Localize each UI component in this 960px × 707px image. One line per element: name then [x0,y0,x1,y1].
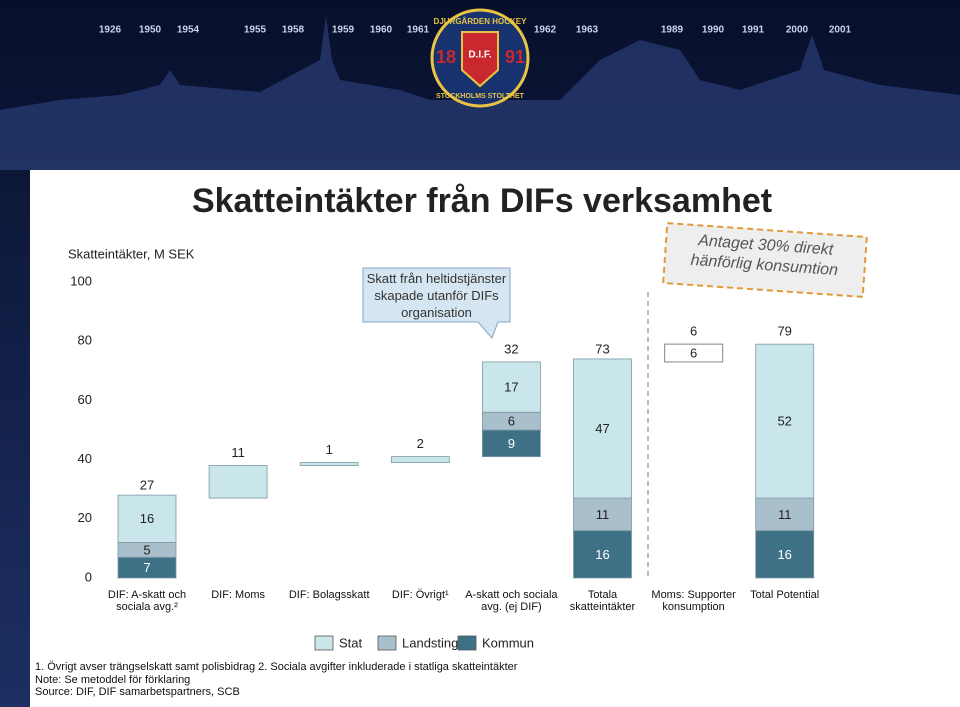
logo-shield [461,31,499,88]
category-label: DIF: Bolagsskatt [288,589,370,601]
bar-segment [663,343,724,363]
segment-label: 16 [777,547,791,562]
category-label: Moms: Supporter konsumption [651,589,736,613]
y-tick-label: 100 [70,273,92,288]
year: 1990 [702,25,725,36]
skyline [0,15,960,170]
logo-bottom: STOCKHOLMS STOLTHET [436,93,525,100]
bar-segment [481,429,541,458]
year: 1954 [177,25,200,36]
year: 1950 [139,25,162,36]
segment-label: 6 [508,414,515,429]
bar-segment [208,465,268,499]
category-label: A-skatt och sociala avg. (ej DIF) [465,589,558,613]
bar-segment [481,361,541,413]
callout-box [362,267,511,339]
bar-segment [755,343,815,499]
legend-swatch [377,635,397,651]
segment-label: 16 [140,511,154,526]
year: 2001 [829,25,852,36]
year: 1989 [661,25,684,36]
logo-center: D.I.F. [468,50,492,61]
segment-label: 6 [690,345,697,360]
logo: DJURGÅRDEN HOCKEY 18 91 D.I.F. STOCKHOLM… [430,8,530,108]
year: 1926 [99,25,122,36]
segment-label: 16 [595,547,609,562]
legend-swatch [457,635,477,651]
legend-swatch [314,635,334,651]
total-label: 2 [417,436,424,451]
y-tick-label: 0 [85,569,92,584]
y-tick-label: 80 [78,333,92,348]
footnote: 1. Övrigt avser trängselskatt samt polis… [35,661,518,673]
year: 1962 [534,25,557,36]
category-label: Totala skatteintäkter [569,589,636,613]
segment-label: 11 [778,507,792,522]
year: 1991 [742,25,765,36]
total-label: 79 [777,324,791,339]
segment-label: 7 [143,560,150,575]
total-label: 32 [504,341,518,356]
logo-left: 18 [436,47,456,67]
segment-label: 11 [596,507,610,522]
segment-label: 5 [143,542,150,557]
bar-segment [390,456,450,463]
year: 1959 [332,25,355,36]
footnote: Source: DIF, DIF samarbetspartners, SCB [35,686,240,698]
total-label: 6 [690,324,697,339]
total-label: 1 [326,442,333,457]
total-label: 73 [595,341,609,356]
total-label: 27 [140,478,154,493]
chart-title: Skatteintäkter från DIFs verksamhet [192,182,772,220]
segment-label: 52 [777,414,791,429]
year: 1963 [576,25,599,36]
y-tick-label: 20 [78,510,92,525]
legend-label: Stat [339,635,363,650]
segment-label: 47 [595,421,609,436]
total-label: 11 [231,445,245,460]
assumption-box [662,222,868,298]
year: 1961 [407,25,430,36]
year: 1960 [370,25,393,36]
bar-segment [755,530,815,579]
category-label: Total Potential [750,589,820,601]
logo-right: 91 [505,47,525,67]
legend-label: Landsting [402,635,458,650]
bar-segment [299,462,359,466]
bar-segment [573,497,632,532]
year: 1955 [244,25,267,36]
footnote: Note: Se metoddel för förklaring [35,673,191,686]
bar-segment [117,494,177,543]
assumption-group [662,222,868,298]
y-tick-label: 40 [78,451,92,466]
y-tick-label: 60 [78,392,92,407]
bar-segment [573,358,632,499]
category-label: DIF: Övrigt¹ [391,589,449,601]
bar-segment [573,530,632,579]
category-label: DIF: A-skatt och sociala avg.² [107,589,187,613]
callout-text: Skatt från heltidstjänster skapade utanf… [366,271,507,320]
logo-top: DJURGÅRDEN HOCKEY [434,17,528,26]
year: 2000 [786,25,809,36]
y-axis-title: Skatteintäkter, M SEK [68,246,195,261]
category-label: DIF: Moms [211,589,265,601]
segment-label: 9 [508,436,515,451]
bar-segment [755,497,815,532]
segment-label: 17 [504,380,518,395]
legend-label: Kommun [482,635,534,650]
year: 1958 [282,25,305,36]
